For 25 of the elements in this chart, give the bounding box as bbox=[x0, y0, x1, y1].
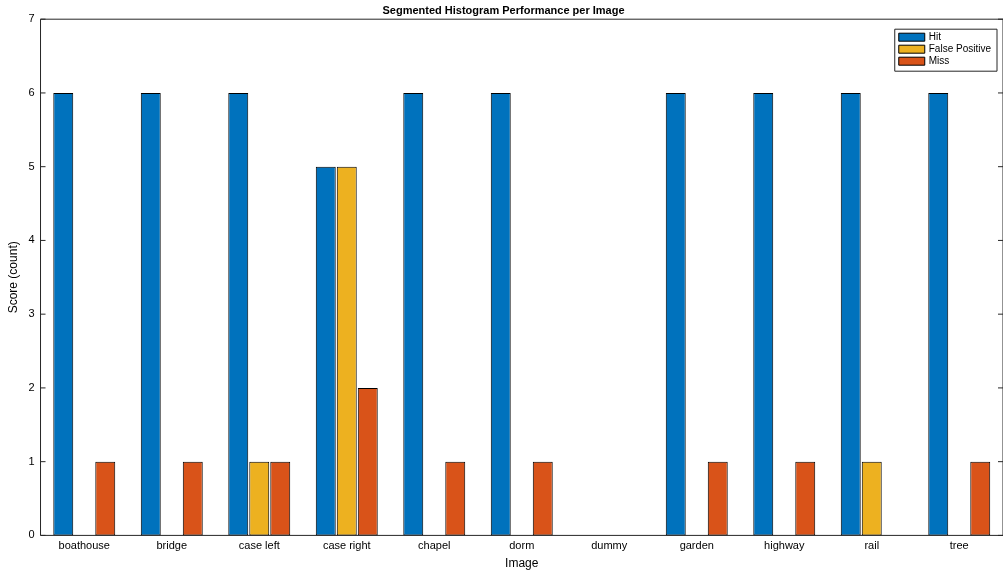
x-axis-title: Image bbox=[505, 556, 539, 571]
x-tick-label: garden bbox=[679, 539, 714, 552]
y-tick-label: 2 bbox=[28, 380, 35, 393]
y-tick-label: 0 bbox=[28, 528, 35, 541]
y-axis-title: Score (count) bbox=[5, 241, 20, 314]
x-tick-label: highway bbox=[764, 539, 805, 552]
x-tick-label: dorm bbox=[509, 539, 535, 552]
x-tick-label: boathouse bbox=[58, 539, 110, 552]
y-tick-label: 7 bbox=[28, 12, 35, 25]
x-tick-label: tree bbox=[949, 539, 969, 552]
legend-label: False Positive bbox=[928, 42, 992, 54]
y-tick-label: 4 bbox=[28, 233, 35, 246]
y-tick-label: 5 bbox=[28, 159, 35, 172]
x-tick-label: rail bbox=[864, 539, 880, 552]
chart-title: Segmented Histogram Performance per Image bbox=[382, 3, 625, 16]
y-tick-label: 3 bbox=[28, 307, 35, 320]
y-tick-label: 1 bbox=[28, 454, 35, 467]
x-tick-label: case left bbox=[238, 539, 280, 552]
legend-label: Hit bbox=[928, 30, 942, 42]
x-tick-label: bridge bbox=[156, 539, 188, 552]
x-tick-label: case right bbox=[322, 539, 371, 552]
legend-label: Miss bbox=[928, 54, 950, 66]
x-tick-label: chapel bbox=[418, 539, 451, 552]
y-tick-label: 6 bbox=[28, 85, 35, 98]
x-tick-label: dummy bbox=[591, 539, 628, 552]
